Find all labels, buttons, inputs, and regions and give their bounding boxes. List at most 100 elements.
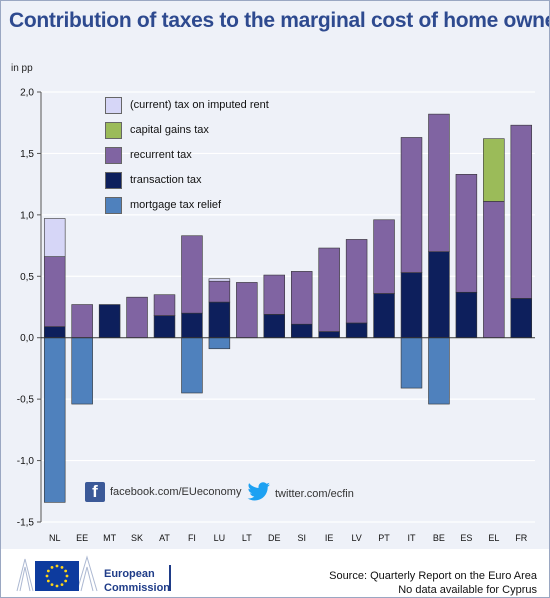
x-tick-label: FI xyxy=(188,533,196,543)
eu-star xyxy=(65,574,69,578)
commission-name: European Commission xyxy=(104,567,170,595)
eu-star xyxy=(46,569,50,573)
eu-star xyxy=(55,584,59,588)
x-tick-label: AT xyxy=(159,533,170,543)
bar-segment xyxy=(71,304,93,339)
x-tick-label: LV xyxy=(351,533,361,543)
bar-segment xyxy=(208,337,231,350)
eu-star xyxy=(45,574,49,578)
x-tick-label: DE xyxy=(268,533,281,543)
bar-segment xyxy=(43,218,66,257)
eu-star xyxy=(46,579,50,583)
y-tick-label: 0,0 xyxy=(20,333,34,344)
bar-segment xyxy=(98,304,121,339)
bar-segment xyxy=(43,256,66,327)
bar-segment xyxy=(126,296,148,339)
bar-segment xyxy=(373,219,395,294)
eu-flag-logo xyxy=(16,555,98,592)
y-tick-label: 1,5 xyxy=(20,149,34,160)
bar-segment xyxy=(510,298,533,339)
bar-segment xyxy=(236,282,258,339)
legend-item-mortgage-relief: mortgage tax relief xyxy=(105,196,221,214)
bar-segment xyxy=(153,315,176,339)
bar-segment xyxy=(483,201,505,339)
legend-label: transaction tax xyxy=(130,174,202,186)
x-tick-label: FR xyxy=(515,533,527,543)
x-tick-label: MT xyxy=(103,533,116,543)
facebook-url: facebook.com/EUeconomy xyxy=(110,486,242,498)
chart-title: Contribution of taxes to the marginal co… xyxy=(9,9,550,32)
bar-segment xyxy=(400,137,423,273)
bar-segment xyxy=(483,138,505,202)
y-axis-unit: in pp xyxy=(11,63,33,74)
eu-star xyxy=(64,579,68,583)
legend-item-imputed-rent: (current) tax on imputed rent xyxy=(105,96,269,114)
facebook-icon: f xyxy=(85,482,105,502)
x-tick-label: LT xyxy=(242,533,252,543)
x-tick-label: PT xyxy=(378,533,390,543)
legend-swatch xyxy=(105,96,122,114)
commission-line2: Commission xyxy=(104,582,171,594)
bar-segment xyxy=(208,278,231,282)
eu-star xyxy=(50,565,54,569)
bar-segment xyxy=(208,301,231,339)
eu-star xyxy=(60,565,64,569)
bar-segment xyxy=(43,337,66,503)
y-tick-label: 1,0 xyxy=(20,210,34,221)
twitter-url: twitter.com/ecfin xyxy=(275,487,354,500)
eu-star xyxy=(60,583,64,587)
bar-segment xyxy=(428,251,450,339)
commission-line1: European xyxy=(104,568,155,580)
bar-segment xyxy=(71,337,93,405)
logo-divider xyxy=(169,565,171,591)
x-tick-label: EL xyxy=(488,533,499,543)
y-tick-label: 0,5 xyxy=(20,272,34,283)
x-tick-label: SI xyxy=(297,533,306,543)
bar-chart: 2,0 1,5 1,0 0,5 0,0 -0,5 -1,0 -1,5 NL EE MT SK AT FI L… xyxy=(17,88,535,543)
facebook-link[interactable]: f facebook.com/EUeconomy xyxy=(85,482,241,502)
eu-star xyxy=(55,564,59,568)
bar-segment xyxy=(373,293,395,339)
x-tick-label: LU xyxy=(214,533,226,543)
x-tick-label: IT xyxy=(408,533,417,543)
legend-swatch xyxy=(105,171,122,189)
legend-item-transaction-tax: transaction tax xyxy=(105,171,202,189)
y-tick-label: -0,5 xyxy=(17,395,35,406)
bar-segment xyxy=(455,174,478,293)
bar-segment xyxy=(153,294,176,316)
x-tick-label: IE xyxy=(325,533,334,543)
legend-item-capital-gains: capital gains tax xyxy=(105,121,209,139)
twitter-link[interactable]: twitter.com/ecfin xyxy=(247,482,354,505)
no-data-note: No data available for Cyprus xyxy=(398,584,537,596)
x-tick-label: ES xyxy=(460,533,472,543)
y-tick-label: -1,0 xyxy=(17,456,35,467)
x-tick-label: SK xyxy=(131,533,143,543)
legend-label: recurrent tax xyxy=(130,149,192,161)
legend-label: (current) tax on imputed rent xyxy=(130,99,269,111)
y-tick-label: -1,5 xyxy=(17,518,35,529)
bar-segment xyxy=(290,271,313,325)
bar-segment xyxy=(290,323,313,339)
source-note: Source: Quarterly Report on the Euro Are… xyxy=(329,569,537,597)
bar-segment xyxy=(345,322,368,339)
bar-segment xyxy=(428,337,450,405)
x-tick-label: BE xyxy=(433,533,445,543)
bar-segment xyxy=(181,312,203,339)
bar-segment xyxy=(345,239,368,324)
footer: European Commission Source: Quarterly Re… xyxy=(1,549,549,597)
bar-segment xyxy=(400,337,423,389)
legend-item-recurrent-tax: recurrent tax xyxy=(105,146,192,164)
bar-segment xyxy=(318,247,340,332)
bar-segment xyxy=(181,337,203,394)
bar-segment xyxy=(263,314,286,339)
bar-segment xyxy=(43,326,66,339)
legend-swatch xyxy=(105,196,122,214)
bar-segment xyxy=(208,280,231,303)
y-tick-label: 2,0 xyxy=(20,88,34,99)
eu-star xyxy=(50,583,54,587)
bar-segment xyxy=(181,235,203,314)
x-tick-label: NL xyxy=(49,533,61,543)
bar-segment xyxy=(263,274,286,315)
legend-label: mortgage tax relief xyxy=(130,199,222,211)
